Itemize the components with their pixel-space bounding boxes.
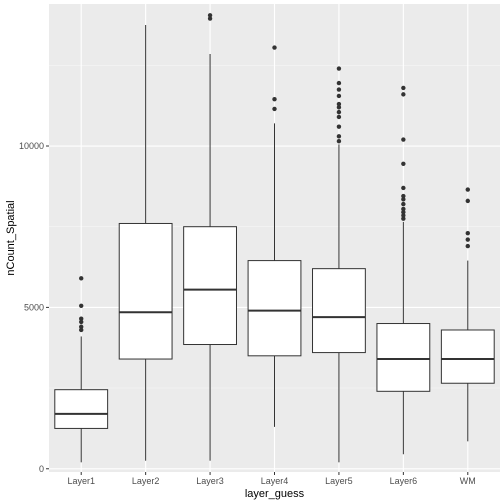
outlier-point bbox=[336, 138, 342, 144]
x-tick-label: Layer5 bbox=[325, 476, 353, 486]
y-axis-title: nCount_Spatial bbox=[5, 200, 17, 275]
y-tick-label: 10000 bbox=[19, 141, 44, 151]
x-tick-label: Layer3 bbox=[196, 476, 224, 486]
outlier-point bbox=[336, 101, 342, 107]
outlier-point bbox=[79, 324, 84, 329]
outlier-point bbox=[336, 134, 342, 139]
outlier-point bbox=[401, 185, 406, 191]
outlier-point bbox=[401, 206, 406, 212]
outlier-point bbox=[79, 319, 84, 325]
outlier-point bbox=[207, 13, 213, 18]
y-tick-label: 5000 bbox=[24, 302, 44, 312]
box-layer5 bbox=[312, 66, 366, 463]
box-series bbox=[54, 13, 495, 463]
x-tick-label: Layer6 bbox=[390, 476, 418, 486]
outlier-point bbox=[336, 105, 342, 110]
outlier-point bbox=[401, 216, 406, 221]
outlier-point bbox=[401, 197, 406, 202]
y-axis: 0 5000 10000 bbox=[19, 141, 49, 474]
x-tick-label: Layer1 bbox=[67, 476, 95, 486]
outlier-point bbox=[465, 237, 470, 242]
outlier-point bbox=[401, 137, 406, 142]
box-iqr bbox=[440, 329, 495, 384]
y-tick-label: 0 bbox=[39, 464, 44, 474]
outlier-point bbox=[401, 201, 406, 207]
box-iqr bbox=[118, 222, 173, 360]
outlier-point bbox=[207, 16, 213, 21]
outlier-point bbox=[401, 209, 406, 215]
outlier-point bbox=[79, 276, 84, 281]
outlier-point bbox=[401, 193, 406, 199]
box-iqr bbox=[312, 268, 366, 354]
outlier-point bbox=[401, 85, 406, 91]
outlier-point bbox=[465, 230, 470, 236]
box-iqr bbox=[247, 260, 302, 357]
x-tick-label: Layer4 bbox=[261, 476, 289, 486]
outlier-point bbox=[336, 93, 342, 99]
box-iqr bbox=[183, 226, 237, 346]
outlier-point bbox=[336, 87, 342, 92]
outlier-point bbox=[336, 109, 342, 115]
outlier-point bbox=[336, 124, 342, 129]
box-layer4 bbox=[247, 45, 302, 427]
outlier-point bbox=[336, 114, 342, 120]
box-layer3 bbox=[183, 13, 237, 461]
x-tick-label: WM bbox=[460, 476, 476, 486]
x-tick-label: Layer2 bbox=[132, 476, 160, 486]
x-axis-title: layer_guess bbox=[245, 488, 305, 500]
box-layer2 bbox=[118, 24, 173, 461]
outlier-point bbox=[401, 161, 406, 166]
outlier-point bbox=[79, 316, 84, 321]
outlier-point bbox=[401, 213, 406, 218]
outlier-point bbox=[465, 187, 470, 192]
box-layer6 bbox=[376, 85, 431, 455]
outlier-point bbox=[272, 97, 277, 102]
box-wm bbox=[440, 187, 495, 442]
outlier-point bbox=[465, 198, 470, 204]
outlier-point bbox=[401, 92, 406, 97]
outlier-point bbox=[336, 80, 342, 86]
outlier-point bbox=[79, 327, 84, 333]
outlier-point bbox=[272, 45, 277, 50]
box-layer1 bbox=[54, 276, 109, 463]
box-iqr bbox=[54, 389, 109, 429]
x-axis: Layer1 Layer2 Layer3 Layer4 Layer5 Layer6 WM bbox=[67, 472, 476, 486]
outlier-point bbox=[336, 66, 342, 71]
outlier-point bbox=[79, 303, 84, 308]
outlier-point bbox=[272, 106, 277, 112]
outlier-point bbox=[465, 243, 470, 249]
box-iqr bbox=[376, 323, 431, 392]
